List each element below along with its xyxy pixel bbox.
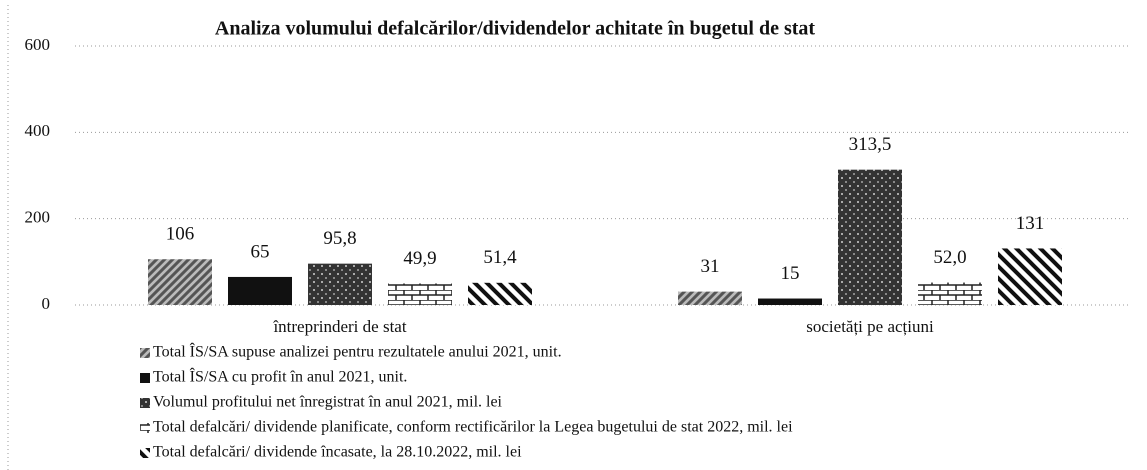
bar	[468, 282, 532, 305]
y-tick-label: 600	[25, 35, 51, 54]
legend-label: Total defalcări/ dividende planificate, …	[153, 419, 793, 436]
value-label: 51,4	[483, 247, 517, 268]
y-tick-label: 0	[42, 294, 51, 313]
value-label: 131	[1016, 213, 1045, 234]
legend-swatch	[140, 348, 150, 358]
bar	[918, 282, 982, 305]
value-label: 313,5	[849, 134, 892, 155]
x-tick-label: societăți pe acțiuni	[806, 317, 934, 336]
x-tick-label: întreprinderi de stat	[272, 317, 406, 336]
legend-swatch	[140, 448, 150, 458]
bar	[678, 291, 742, 305]
value-label: 65	[251, 241, 270, 262]
legend-label: Volumul profitului net înregistrat în an…	[153, 394, 503, 411]
value-label: 31	[701, 256, 720, 277]
legend-swatch	[140, 398, 150, 408]
legend-swatch	[140, 423, 150, 433]
value-label: 106	[166, 224, 195, 245]
legend-label: Total ÎS/SA cu profit în anul 2021, unit…	[153, 367, 407, 386]
legend-swatch	[140, 373, 150, 383]
value-label: 15	[781, 263, 800, 284]
legend-label: Total defalcări/ dividende încasate, la …	[153, 444, 522, 461]
value-label: 52,0	[933, 247, 966, 268]
y-tick-label: 400	[25, 121, 51, 140]
bar	[998, 248, 1062, 305]
value-label: 95,8	[323, 228, 356, 249]
chart-title: Analiza volumului defalcărilor/dividende…	[215, 18, 816, 40]
bar	[388, 283, 452, 305]
value-label: 49,9	[403, 248, 436, 269]
bar	[308, 263, 372, 305]
bar	[838, 169, 902, 305]
bar	[148, 259, 212, 305]
bar	[758, 298, 822, 305]
legend-label: Total ÎS/SA supuse analizei pentru rezul…	[153, 342, 562, 361]
y-tick-label: 200	[25, 208, 51, 227]
bar	[228, 276, 292, 305]
